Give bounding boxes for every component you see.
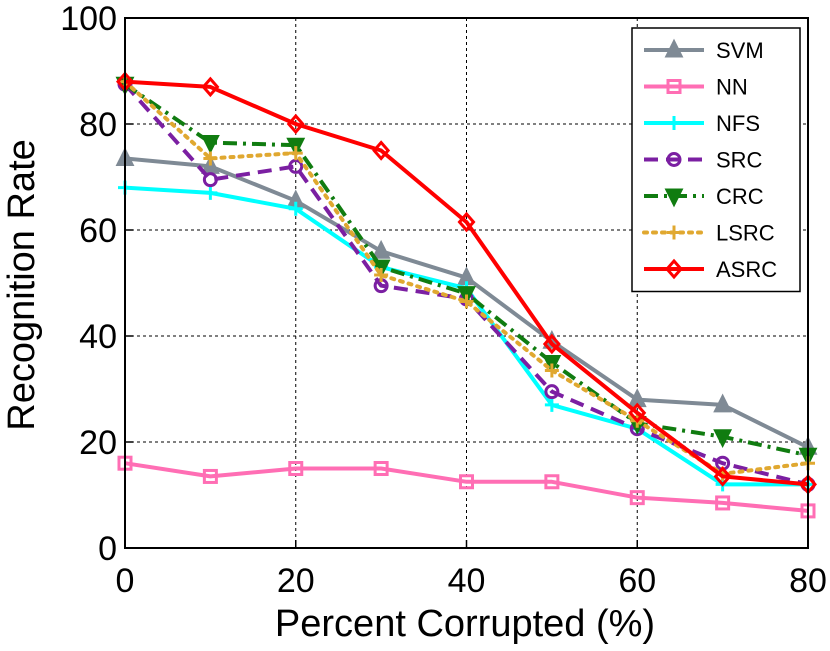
data-point-nn [373,461,389,476]
data-point-nn [459,474,474,490]
data-point-asrc [286,113,305,135]
data-point-lsrc [203,151,218,166]
series-group [115,71,818,519]
x-tick-label: 40 [448,562,486,600]
legend-item-src: SRC [644,148,763,173]
data-point-svm [371,239,391,259]
y-tick-label: 80 [79,106,117,144]
x-tick-label: 60 [618,562,656,600]
legend-item-nn: NN [644,75,748,100]
legend-item-crc: CRC [644,184,764,209]
legend-marker [666,152,682,167]
legend-label: SVM [716,38,764,63]
data-point-src [544,384,560,400]
data-point-nn [715,495,731,511]
x-tick-label: 80 [789,562,827,600]
legend-marker [665,258,683,280]
data-point-nn [288,461,304,476]
legend-label: NN [716,75,748,100]
data-point-lsrc [288,146,303,161]
series-asrc [116,71,817,495]
y-axis-title: Recognition Rate [1,139,43,431]
data-point-lsrc [374,268,389,283]
series-nn [117,455,816,519]
data-point-asrc [372,140,391,161]
y-tick-label: 0 [98,530,117,568]
legend-label: NFS [716,111,760,136]
data-point-asrc [628,402,647,424]
data-point-src [288,158,304,174]
legend-label: LSRC [716,221,775,246]
data-point-nfs [544,397,559,412]
legend: SVM NN NFS SRC CRC LSRC ASRC [631,27,801,293]
data-point-asrc [713,466,732,487]
series-line-nn [124,461,809,513]
data-point-asrc [201,76,220,98]
ticks: 0 20 40 60 80 0 20 40 60 80 100 [60,0,827,600]
legend-marker [666,79,682,94]
data-point-nn [202,468,218,484]
y-tick-label: 60 [79,212,117,250]
data-point-nfs [288,201,303,216]
legend-item-lsrc: LSRC [642,221,775,246]
data-point-src [202,172,218,188]
legend-marker [664,38,684,58]
legend-marker [667,116,681,130]
legend-label: CRC [716,184,764,209]
legend-marker [667,225,681,240]
data-point-lsrc [544,363,559,378]
x-axis-title: Percent Corrupted (%) [275,603,655,645]
legend-item-asrc: ASRC [644,257,777,282]
legend-item-svm: SVM [644,38,764,63]
data-point-nn [629,490,645,506]
x-tick-label: 20 [277,562,315,600]
data-point-svm [713,393,733,413]
y-tick-label: 100 [60,0,117,38]
data-point-asrc [457,211,476,233]
data-point-crc [200,135,220,154]
legend-label: SRC [716,148,763,173]
y-tick-label: 40 [79,318,117,356]
legend-item-nfs: NFS [644,111,760,136]
y-tick-label: 20 [79,424,117,462]
legend-label: ASRC [716,257,777,282]
legend-marker [664,188,684,208]
data-point-nn [544,474,560,490]
x-tick-label: 0 [116,562,135,600]
data-point-asrc [542,333,561,355]
data-point-crc [713,429,733,449]
series-line-asrc [124,79,809,487]
legend-box [631,27,801,293]
data-point-lsrc [459,294,474,309]
data-point-nfs [203,185,218,200]
